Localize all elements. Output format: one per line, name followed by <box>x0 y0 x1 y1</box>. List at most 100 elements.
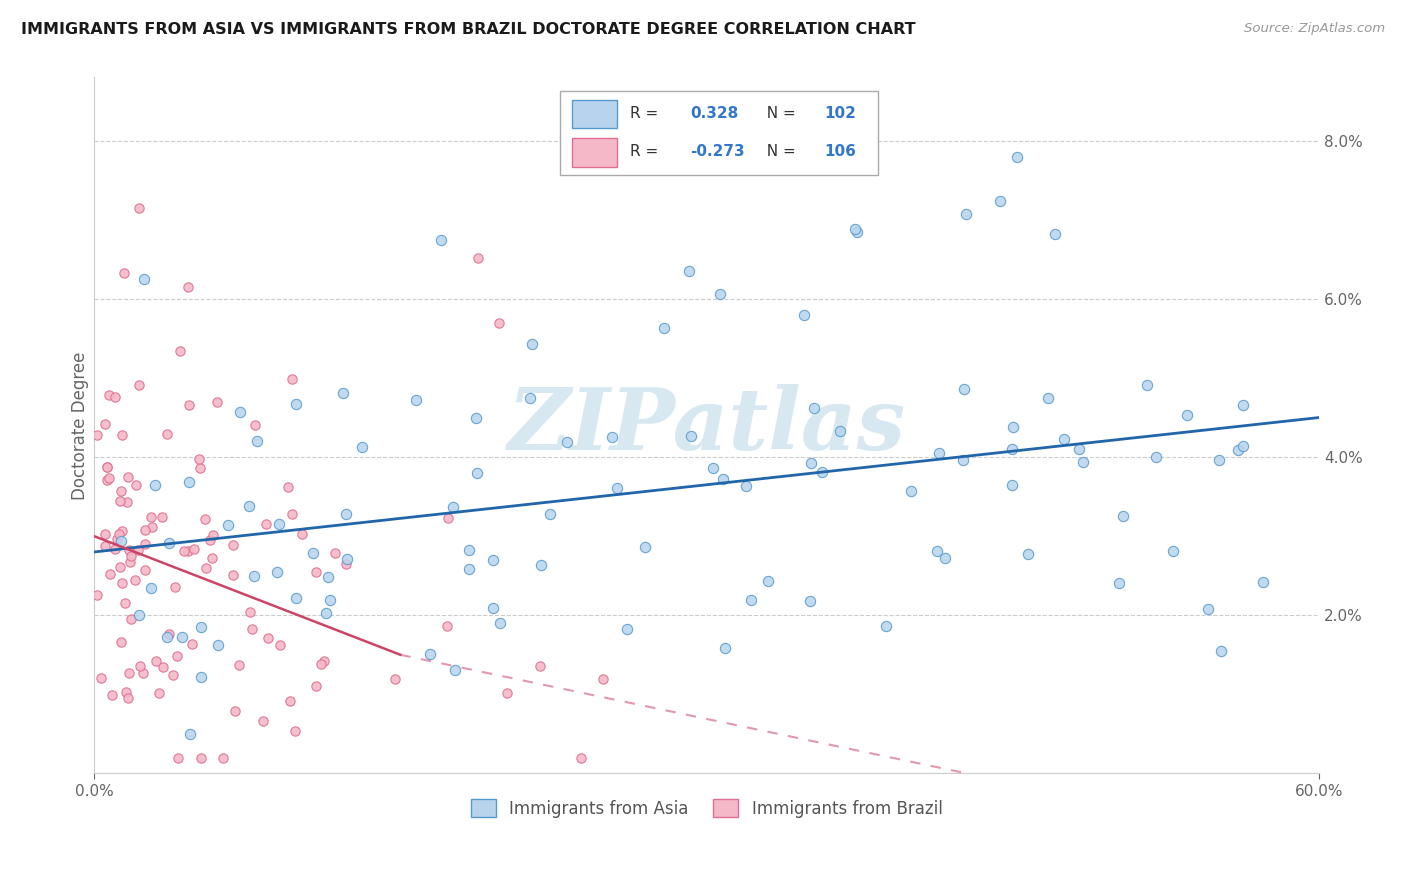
Point <box>335 507 357 521</box>
Point <box>315 606 337 620</box>
Point <box>118 555 141 569</box>
Point <box>384 673 406 687</box>
Point <box>1111 508 1133 523</box>
Point <box>179 727 201 741</box>
Point <box>222 567 245 582</box>
Point <box>188 451 211 466</box>
Point <box>1209 643 1232 657</box>
Point <box>117 690 139 705</box>
Point <box>1005 150 1028 164</box>
Point <box>634 540 657 554</box>
Point <box>221 539 243 553</box>
Point <box>157 627 180 641</box>
Point <box>163 580 186 594</box>
Point <box>201 551 224 566</box>
Point <box>134 524 156 538</box>
Point <box>1052 432 1074 446</box>
Point <box>177 475 200 489</box>
Point <box>1177 408 1199 422</box>
Point <box>114 596 136 610</box>
Point <box>1251 574 1274 589</box>
Point <box>488 316 510 330</box>
Point <box>167 750 190 764</box>
Point <box>436 619 458 633</box>
Point <box>108 527 131 541</box>
Point <box>111 524 134 538</box>
Point <box>139 581 162 595</box>
Point <box>1227 442 1250 457</box>
Point <box>335 557 357 571</box>
Point <box>305 679 328 693</box>
Point <box>145 654 167 668</box>
Point <box>177 398 200 412</box>
Point <box>928 446 950 460</box>
Point <box>266 566 288 580</box>
Point <box>815 124 838 138</box>
Point <box>437 511 460 525</box>
Point <box>735 479 758 493</box>
Point <box>173 544 195 558</box>
Point <box>108 559 131 574</box>
Point <box>443 663 465 677</box>
Point <box>1001 442 1024 457</box>
Point <box>569 750 592 764</box>
Point <box>555 435 578 450</box>
Point <box>94 527 117 541</box>
Point <box>242 569 264 583</box>
Point <box>269 639 291 653</box>
Point <box>952 382 974 396</box>
Point <box>127 542 149 557</box>
Point <box>143 478 166 492</box>
Point <box>314 654 336 668</box>
Point <box>711 472 734 486</box>
Point <box>110 483 132 498</box>
Point <box>188 461 211 475</box>
Point <box>110 533 132 548</box>
Point <box>117 470 139 484</box>
Point <box>616 622 638 636</box>
Point <box>118 665 141 680</box>
Point <box>600 429 623 443</box>
Point <box>128 201 150 215</box>
Point <box>245 434 267 448</box>
Point <box>1067 442 1090 457</box>
Point <box>117 543 139 558</box>
Point <box>810 465 832 479</box>
Point <box>96 459 118 474</box>
Point <box>311 657 333 672</box>
Point <box>652 320 675 334</box>
Point <box>86 588 108 602</box>
Point <box>350 441 373 455</box>
Point <box>828 424 851 438</box>
Point <box>205 395 228 409</box>
Point <box>1108 576 1130 591</box>
Point <box>90 671 112 685</box>
Point <box>152 659 174 673</box>
Point <box>305 565 328 579</box>
Point <box>141 520 163 534</box>
Point <box>96 474 118 488</box>
Point <box>336 551 359 566</box>
Text: IMMIGRANTS FROM ASIA VS IMMIGRANTS FROM BRAZIL DOCTORATE DEGREE CORRELATION CHAR: IMMIGRANTS FROM ASIA VS IMMIGRANTS FROM … <box>21 22 915 37</box>
Point <box>538 507 561 521</box>
Point <box>1071 454 1094 468</box>
Point <box>115 684 138 698</box>
Point <box>229 405 252 419</box>
Point <box>955 207 977 221</box>
Point <box>156 630 179 644</box>
Point <box>190 619 212 633</box>
Legend: Immigrants from Asia, Immigrants from Brazil: Immigrants from Asia, Immigrants from Br… <box>464 793 949 824</box>
Point <box>281 507 304 521</box>
Point <box>104 541 127 556</box>
Point <box>1036 392 1059 406</box>
Point <box>96 459 118 474</box>
Point <box>988 194 1011 209</box>
Point <box>756 574 779 588</box>
Point <box>239 605 262 619</box>
Point <box>458 542 481 557</box>
Point <box>110 635 132 649</box>
Point <box>267 517 290 532</box>
Point <box>793 308 815 322</box>
Point <box>679 429 702 443</box>
Point <box>101 688 124 702</box>
